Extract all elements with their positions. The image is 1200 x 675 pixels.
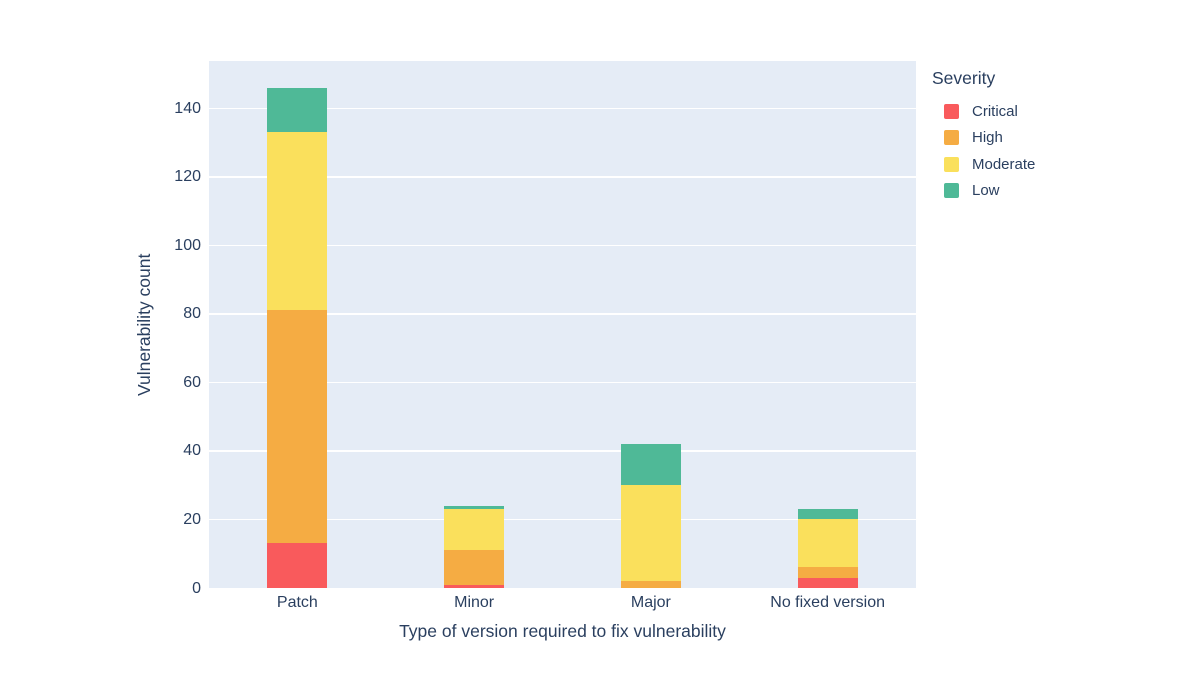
y-tick-label-60: 60 bbox=[183, 373, 201, 391]
bar-patch-low bbox=[267, 87, 328, 133]
y-tick-label-80: 80 bbox=[183, 305, 201, 323]
bar-no-fixed-version-moderate bbox=[797, 519, 858, 568]
bar-no-fixed-version-critical bbox=[797, 577, 858, 588]
gridline-y-100 bbox=[209, 244, 916, 247]
legend-label-high: High bbox=[972, 129, 1003, 147]
legend: Severity Critical High Moderate Low bbox=[932, 68, 1035, 204]
y-tick-label-140: 140 bbox=[174, 99, 201, 117]
x-tick-label-minor: Minor bbox=[454, 594, 495, 611]
x-tick-label-no-fixed-version: No fixed version bbox=[770, 594, 885, 611]
bar-patch-critical bbox=[267, 543, 328, 588]
legend-items: Critical High Moderate Low bbox=[932, 98, 1035, 204]
y-axis-title: Vulnerability count bbox=[134, 253, 154, 396]
bar-minor-moderate bbox=[444, 509, 505, 551]
gridline-y-80 bbox=[209, 313, 916, 315]
bar-minor-high bbox=[444, 550, 505, 585]
legend-item-moderate[interactable]: Moderate bbox=[932, 151, 1035, 178]
y-tick-label-120: 120 bbox=[174, 168, 201, 186]
plot-area bbox=[209, 61, 916, 588]
x-tick-label-major: Major bbox=[630, 594, 671, 611]
y-tick-label-20: 20 bbox=[183, 510, 201, 528]
legend-label-moderate: Moderate bbox=[972, 155, 1036, 173]
legend-swatch-moderate bbox=[944, 156, 959, 172]
bar-minor-critical bbox=[444, 584, 505, 588]
legend-label-critical: Critical bbox=[972, 102, 1018, 120]
legend-title: Severity bbox=[932, 68, 996, 88]
y-tick-label-0: 0 bbox=[192, 579, 201, 597]
bar-major-low bbox=[620, 444, 681, 486]
legend-swatch-high bbox=[944, 130, 959, 146]
bar-no-fixed-version-high bbox=[797, 567, 858, 578]
legend-swatch-low bbox=[944, 183, 959, 199]
bar-patch-high bbox=[267, 310, 328, 544]
gridline-y-120 bbox=[209, 176, 916, 178]
gridline-y-40 bbox=[209, 450, 916, 452]
gridline-y-140 bbox=[209, 107, 916, 110]
bar-patch-moderate bbox=[267, 132, 328, 311]
x-tick-label-patch: Patch bbox=[276, 594, 318, 611]
legend-item-high[interactable]: High bbox=[932, 125, 1035, 152]
legend-item-critical[interactable]: Critical bbox=[932, 98, 1035, 125]
legend-label-low: Low bbox=[972, 182, 1000, 200]
gridline-y-60 bbox=[209, 381, 916, 384]
x-axis-title: Type of version required to fix vulnerab… bbox=[399, 621, 726, 641]
bar-major-moderate bbox=[620, 485, 681, 582]
bar-no-fixed-version-low bbox=[797, 509, 858, 520]
y-tick-label-100: 100 bbox=[174, 236, 201, 254]
bar-major-high bbox=[620, 581, 681, 588]
y-tick-label-40: 40 bbox=[183, 442, 201, 460]
bar-minor-low bbox=[444, 505, 505, 510]
legend-item-low[interactable]: Low bbox=[932, 178, 1035, 205]
legend-swatch-critical bbox=[944, 103, 959, 119]
gridline-y-20 bbox=[209, 518, 916, 521]
